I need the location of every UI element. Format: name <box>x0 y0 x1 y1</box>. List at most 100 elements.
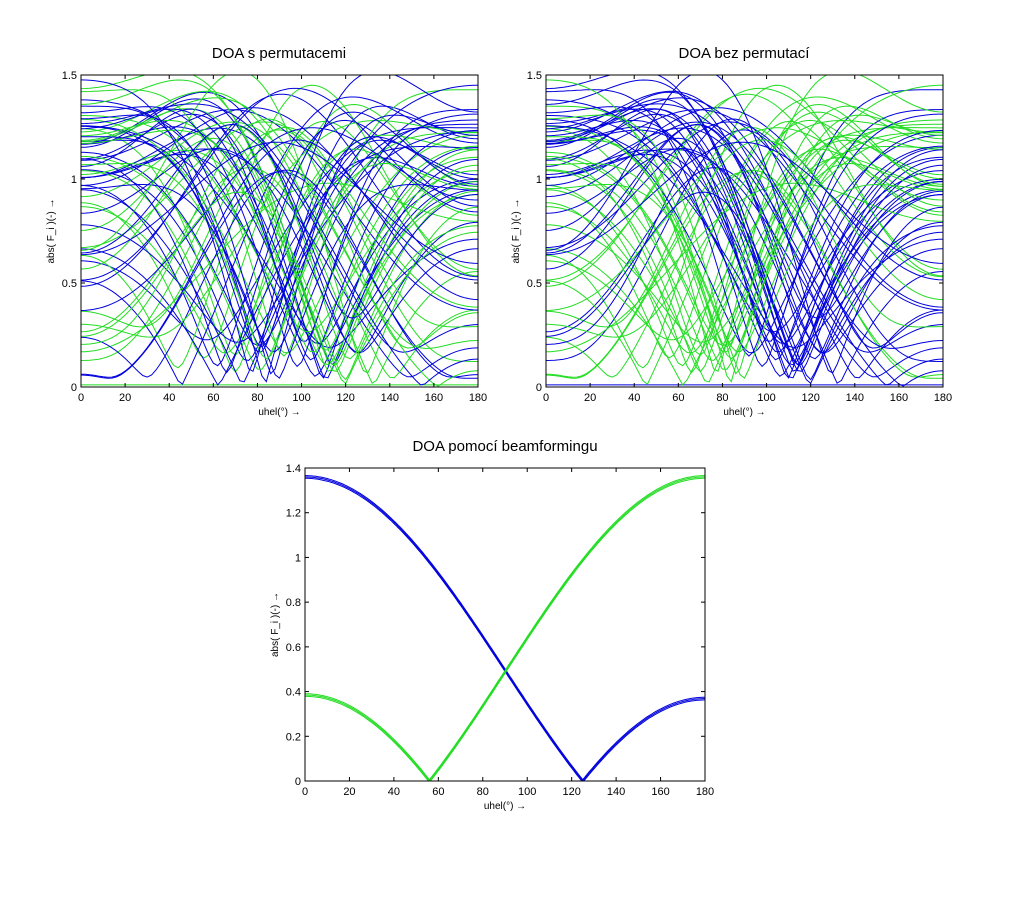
data-line <box>546 141 943 264</box>
y-axis-label: abs( F_i )(-) → <box>511 199 522 264</box>
data-line <box>81 84 478 369</box>
y-tick-label: 0.6 <box>286 642 301 654</box>
data-line <box>546 191 943 381</box>
data-line <box>81 139 478 378</box>
subplot-doa-with-permutations: DOA s permutacemi 0 20 40 60 80 100 120 140 160 1… <box>46 45 487 418</box>
data-line <box>81 89 478 357</box>
subplot-title: DOA pomocí beamformingu <box>412 438 597 455</box>
data-line <box>81 134 478 354</box>
x-tick-label: 60 <box>432 786 444 798</box>
data-line <box>546 182 943 353</box>
x-tick-label: 100 <box>292 392 310 404</box>
data-line <box>81 96 478 385</box>
data-line <box>305 476 705 781</box>
y-tick-label: 1.4 <box>286 463 301 475</box>
series-lines <box>305 475 705 781</box>
y-axis-label: abs( F_i )(-) → <box>46 199 57 264</box>
data-line <box>81 87 478 281</box>
data-line <box>546 111 943 374</box>
data-line <box>546 153 943 345</box>
data-line <box>81 121 478 349</box>
data-line <box>546 121 943 308</box>
x-axis-label: uhel(°) → <box>258 407 300 418</box>
data-line <box>81 125 478 348</box>
x-tick-label: 120 <box>562 786 580 798</box>
data-line <box>546 127 943 353</box>
data-line <box>81 183 478 379</box>
data-line <box>81 84 478 383</box>
data-line <box>546 108 943 361</box>
y-tick-label: 1.2 <box>286 508 301 520</box>
data-line <box>81 129 478 362</box>
y-tick-label: 0 <box>71 382 77 394</box>
data-line <box>546 130 943 343</box>
x-tick-label: 120 <box>801 392 819 404</box>
x-tick-label: 20 <box>584 392 596 404</box>
x-tick-label: 180 <box>469 392 487 404</box>
x-tick-label: 80 <box>716 392 728 404</box>
data-line <box>81 75 478 374</box>
data-line <box>546 106 943 368</box>
data-line <box>81 75 478 373</box>
data-line <box>81 111 478 374</box>
data-line <box>546 127 943 311</box>
data-line <box>546 93 943 287</box>
data-line <box>81 127 478 353</box>
data-line <box>546 126 943 328</box>
y-tick-label: 0.2 <box>286 731 301 743</box>
y-tick-label: 1 <box>71 174 77 186</box>
data-line <box>546 107 943 281</box>
data-line <box>546 149 943 366</box>
data-line <box>546 97 943 387</box>
x-tick-label: 20 <box>119 392 131 404</box>
data-line <box>81 130 478 343</box>
plot-area: 0 20 40 60 80 100 120 140 160 180 0 0.5 1 1.5 uhel(°) … <box>511 70 952 418</box>
x-tick-label: 180 <box>696 786 714 798</box>
axes-frame <box>545 74 944 388</box>
data-line <box>81 162 478 360</box>
data-line <box>81 91 478 354</box>
data-line <box>546 91 943 354</box>
data-line <box>546 87 943 281</box>
data-line <box>81 106 478 368</box>
data-line <box>546 75 943 374</box>
data-line <box>546 134 943 354</box>
data-line <box>546 126 943 379</box>
y-tick-label: 0 <box>295 776 301 788</box>
data-line <box>546 132 943 370</box>
data-line <box>546 75 943 373</box>
data-line <box>546 118 943 349</box>
data-line <box>81 93 478 287</box>
data-line <box>546 84 943 383</box>
x-tick-label: 0 <box>78 392 84 404</box>
data-line <box>546 89 943 357</box>
data-line <box>546 115 943 333</box>
data-line <box>81 153 478 345</box>
data-line <box>546 118 943 354</box>
subplot-title: DOA s permutacemi <box>212 45 346 62</box>
data-line <box>546 129 943 362</box>
x-tick-label: 60 <box>672 392 684 404</box>
data-line <box>546 109 943 311</box>
x-tick-label: 160 <box>890 392 908 404</box>
data-line <box>546 137 943 351</box>
x-tick-label: 60 <box>207 392 219 404</box>
data-line <box>546 139 943 378</box>
data-line <box>81 132 478 370</box>
data-line <box>546 96 943 385</box>
data-line <box>81 118 478 354</box>
data-line <box>305 475 705 781</box>
x-tick-label: 100 <box>518 786 536 798</box>
x-tick-label: 160 <box>425 392 443 404</box>
data-line <box>81 109 478 311</box>
data-line <box>81 103 478 386</box>
x-tick-label: 120 <box>336 392 354 404</box>
x-tick-label: 20 <box>343 786 355 798</box>
data-line <box>81 119 478 338</box>
data-line <box>81 126 478 379</box>
data-line <box>81 119 478 353</box>
subplot-title: DOA bez permutací <box>679 45 811 62</box>
axes-frame <box>304 467 706 782</box>
data-line <box>305 476 705 781</box>
